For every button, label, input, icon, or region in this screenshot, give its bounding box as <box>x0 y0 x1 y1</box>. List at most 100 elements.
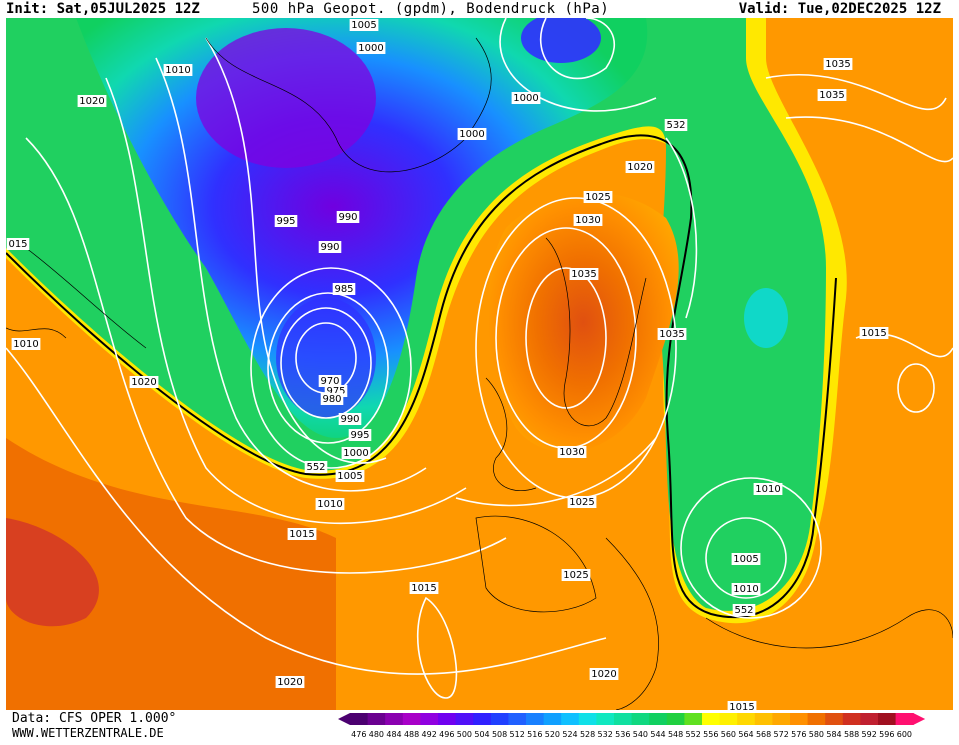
legend-label: 536 <box>615 730 630 739</box>
legend-label: 540 <box>633 730 648 739</box>
pressure-label: 1010 <box>165 65 190 76</box>
pressure-label-bg <box>341 447 371 459</box>
legend-label: 544 <box>650 730 665 739</box>
pressure-label: 532 <box>666 120 685 131</box>
pressure-label-bg <box>77 95 107 107</box>
pressure-label-bg <box>731 553 761 565</box>
legend-label: 584 <box>826 730 841 739</box>
legend-label: 500 <box>457 730 472 739</box>
pressure-label: 1000 <box>343 448 368 459</box>
pressure-label-bg <box>356 42 386 54</box>
legend-label: 580 <box>809 730 824 739</box>
legend-arrow-left <box>338 713 350 725</box>
legend-arrow-right <box>913 713 926 725</box>
legend-label: 588 <box>844 730 859 739</box>
pressure-label: 1035 <box>571 269 596 280</box>
legend-swatch <box>614 713 633 725</box>
pressure-label-bg <box>129 376 159 388</box>
pressure-label-bg <box>304 461 328 473</box>
pressure-label-bg <box>348 429 372 441</box>
pressure-label: 1020 <box>131 377 156 388</box>
pressure-label: 1015 <box>289 529 314 540</box>
legend-swatch <box>666 713 685 725</box>
legend-canvas: 476 480 484 488 492 496 500 504 508 512 516 520 524 5… <box>338 713 926 739</box>
legend-label: 532 <box>598 730 613 739</box>
pressure-label-bg <box>583 191 613 203</box>
legend-label: 476 <box>351 730 366 739</box>
pressure-label: 1010 <box>755 484 780 495</box>
legend-swatch <box>878 713 897 725</box>
pressure-label-bg <box>859 327 889 339</box>
pressure-label: 970 <box>320 376 339 387</box>
legend-label: 516 <box>527 730 542 739</box>
legend-swatch <box>367 713 386 725</box>
pressure-label-bg <box>315 498 345 510</box>
legend-swatch <box>526 713 545 725</box>
legend-label: 512 <box>510 730 525 739</box>
pressure-label: 1010 <box>733 584 758 595</box>
pressure-label: 1035 <box>659 329 684 340</box>
pressure-label: 1025 <box>585 192 610 203</box>
pressure-label: 1020 <box>627 162 652 173</box>
pressure-label-bg <box>335 470 365 482</box>
legend-swatch <box>702 713 721 725</box>
legend-label: 564 <box>738 730 753 739</box>
pressure-label-bg <box>336 211 360 223</box>
pressure-label: 1025 <box>569 497 594 508</box>
legend-swatch <box>561 713 580 725</box>
pressure-label-bg <box>320 393 344 405</box>
weather-map: 1005 1000 1010 1020 1000 1000 1035 1035 532 1020 1… <box>6 18 953 710</box>
pressure-label-bg <box>287 528 317 540</box>
pressure-label-bg <box>409 582 439 594</box>
pressure-label-bg <box>569 268 599 280</box>
pressure-label: 1015 <box>729 702 754 710</box>
legend-swatch <box>737 713 756 725</box>
legend-label: 560 <box>721 730 736 739</box>
map-canvas: 1005 1000 1010 1020 1000 1000 1035 1035 532 1020 1… <box>6 18 953 710</box>
low-center <box>276 298 376 418</box>
pressure-label: 1010 <box>13 339 38 350</box>
north-low <box>521 18 601 63</box>
legend-swatch <box>649 713 668 725</box>
pressure-label: 985 <box>334 284 353 295</box>
init-time: Init: Sat,05JUL2025 12Z <box>6 1 200 17</box>
legend-swatch <box>754 713 773 725</box>
legend-swatch <box>438 713 457 725</box>
legend-swatch <box>473 713 492 725</box>
legend-swatch <box>490 713 509 725</box>
pressure-label: 015 <box>8 239 27 250</box>
pressure-label: 995 <box>276 216 295 227</box>
scandinavian-ridge <box>487 192 679 453</box>
pressure-label: 1030 <box>559 447 584 458</box>
legend-label: 596 <box>879 730 894 739</box>
legend-swatch <box>790 713 809 725</box>
legend-label: 492 <box>422 730 437 739</box>
pressure-label: 990 <box>340 414 359 425</box>
pressure-label-bg <box>275 676 305 688</box>
pressure-label: 990 <box>320 242 339 253</box>
pressure-label: 990 <box>338 212 357 223</box>
pressure-label-bg <box>567 496 597 508</box>
pressure-label: 1020 <box>79 96 104 107</box>
legend-label: 504 <box>474 730 489 739</box>
legend-label: 556 <box>703 730 718 739</box>
legend-swatch <box>772 713 791 725</box>
pressure-label-bg <box>561 569 591 581</box>
legend-label: 528 <box>580 730 595 739</box>
data-source: Data: CFS OPER 1.000° <box>12 711 177 726</box>
purple-core <box>196 28 376 168</box>
pressure-label: 1000 <box>513 93 538 104</box>
legend-label: 576 <box>791 730 806 739</box>
isobars <box>6 18 953 699</box>
pressure-label-bg <box>511 92 541 104</box>
legend-swatch <box>543 713 562 725</box>
pressure-label: 1035 <box>819 90 844 101</box>
pressure-label: 1010 <box>317 499 342 510</box>
pressure-label-bg <box>823 58 853 70</box>
legend-label: 484 <box>386 730 401 739</box>
pressure-label: 1005 <box>733 554 758 565</box>
website: WWW.WETTERZENTRALE.DE <box>12 726 164 740</box>
legend-label: 548 <box>668 730 683 739</box>
pressure-label-bg <box>573 214 603 226</box>
pressure-label: 1020 <box>277 677 302 688</box>
